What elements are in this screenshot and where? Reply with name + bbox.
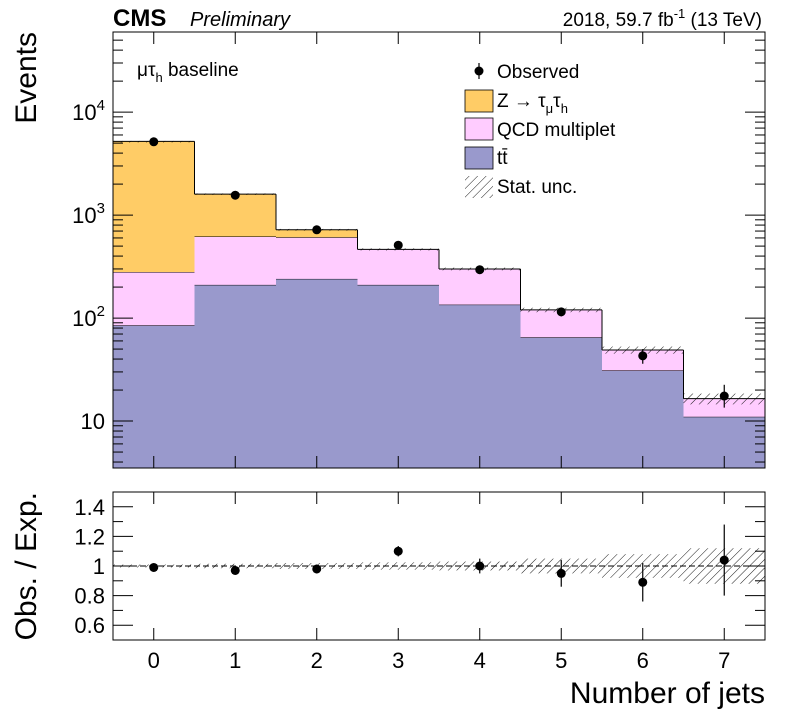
legend-observed-label: Observed <box>497 62 579 83</box>
x-tick-label: 3 <box>392 648 404 673</box>
ratio-point <box>312 564 322 574</box>
upper-x-ticks <box>153 32 725 468</box>
region-sub: h <box>155 70 162 85</box>
x-axis-label: Number of jets <box>570 677 765 710</box>
bar-qcd <box>194 236 276 285</box>
y-tick-label: 1.2 <box>74 524 105 549</box>
y-tick-base: 10 <box>81 409 105 434</box>
lumi-prefix: 2018, 59.7 fb <box>563 10 674 31</box>
bar-tt <box>439 304 521 468</box>
observed-point <box>312 225 322 235</box>
lumi-label: 2018, 59.7 fb-1 (13 TeV) <box>563 6 762 31</box>
observed-point <box>719 391 729 401</box>
legend-qcd: QCD multiplet <box>464 117 616 141</box>
observed-point <box>230 190 240 200</box>
upper-y-label: Events <box>10 32 43 124</box>
ratio-point <box>393 546 403 556</box>
observed-point <box>475 265 485 275</box>
legend-tt: tt̄ <box>464 146 508 170</box>
ratio-point <box>719 555 729 565</box>
upper-frame <box>112 31 766 469</box>
bar-tt <box>113 325 195 468</box>
y-tick-label: 102 <box>72 303 105 331</box>
lower-y-axis: 0.6 0.8 1 1.2 1.4 <box>74 491 765 641</box>
legend-qcd-label: QCD multiplet <box>497 120 616 141</box>
bar-qcd <box>276 237 358 279</box>
observed-point <box>149 137 159 147</box>
region-rest: baseline <box>163 60 239 81</box>
observed-point <box>638 351 648 361</box>
observed-points <box>149 137 729 408</box>
y-tick-exp: 2 <box>97 303 105 320</box>
bar-tt <box>357 284 439 468</box>
bar-qcd <box>439 268 521 305</box>
legend-ztt-prefix: Z → τ <box>497 91 546 112</box>
region-mu: μτ <box>137 60 156 81</box>
observed-point <box>556 307 566 317</box>
ratio-point <box>556 568 566 578</box>
bar-tt <box>602 370 684 468</box>
legend: Observed Z → τμτh QCD multiplet tt̄ Stat… <box>464 62 616 198</box>
bar-tt <box>520 337 602 468</box>
ratio-point <box>638 577 648 587</box>
ratio-point <box>149 562 159 572</box>
x-tick-label: 4 <box>474 648 486 673</box>
lumi-suffix: (13 TeV) <box>685 10 762 31</box>
x-tick-label: 1 <box>229 648 241 673</box>
y-tick-label: 1 <box>93 554 105 579</box>
lumi-exp: -1 <box>674 6 686 21</box>
legend-observed: Observed <box>474 62 579 83</box>
y-tick-exp: 4 <box>97 97 105 114</box>
bar-ztt <box>194 194 276 237</box>
stacked-histogram <box>113 140 765 468</box>
bar-tt <box>276 278 358 468</box>
lower-x-axis: 0 1 2 3 4 5 6 7 <box>148 492 730 673</box>
legend-ztt-sub1: μ <box>546 101 554 116</box>
bar-qcd <box>357 249 439 285</box>
bar-qcd <box>113 272 195 326</box>
x-tick-label: 2 <box>311 648 323 673</box>
ratio-unc-bin <box>357 562 439 570</box>
legend-ztt-tau: τ <box>553 91 561 112</box>
experiment-label: CMS <box>113 5 166 32</box>
x-tick-label: 5 <box>555 648 567 673</box>
x-tick-label: 0 <box>148 648 160 673</box>
ratio-points <box>149 524 729 602</box>
y-tick-exp: 3 <box>97 200 105 217</box>
bar-ztt <box>113 141 195 273</box>
status-label: Preliminary <box>190 9 291 31</box>
y-tick-label: 1.4 <box>74 495 105 520</box>
y-tick-base: 10 <box>72 203 96 228</box>
y-tick-label: 104 <box>72 97 105 125</box>
ratio-point <box>475 561 485 571</box>
legend-unc-label: Stat. unc. <box>497 177 577 198</box>
y-tick-label: 10 <box>81 409 105 434</box>
y-tick-label: 0.8 <box>74 584 105 609</box>
legend-tt-label: tt̄ <box>497 148 508 169</box>
legend-unc: Stat. unc. <box>465 176 577 198</box>
lower-y-label: Obs. / Exp. <box>10 492 43 640</box>
y-tick-base: 10 <box>72 100 96 125</box>
y-tick-base: 10 <box>72 306 96 331</box>
y-tick-label: 0.6 <box>74 613 105 638</box>
lower-panel: 0.6 0.8 1 1.2 1.4 0 1 2 3 4 5 6 7 Obs. / Exp. Numbe… <box>10 491 766 710</box>
ratio-point <box>230 565 240 575</box>
legend-ztt-label: Z → τμτh <box>497 91 568 116</box>
observed-point <box>393 240 403 250</box>
bar-tt <box>194 284 276 468</box>
y-tick-label: 103 <box>72 200 105 228</box>
legend-ztt: Z → τμτh <box>464 89 568 116</box>
legend-ztt-sub2: h <box>561 101 568 116</box>
x-tick-label: 7 <box>718 648 730 673</box>
x-tick-label: 6 <box>637 648 649 673</box>
region-label: μτh baseline <box>137 60 239 85</box>
